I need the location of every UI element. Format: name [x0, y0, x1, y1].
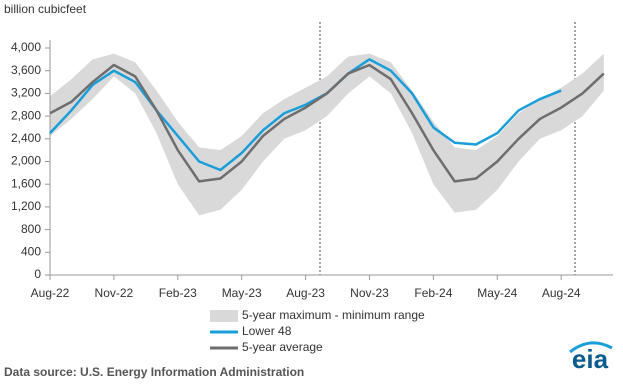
y-tick-label: 1,600	[11, 176, 41, 190]
x-tick-label: May-24	[477, 286, 517, 300]
y-tick-label: 2,400	[11, 131, 41, 145]
y-tick-label: 400	[21, 244, 41, 258]
x-tick-label: Aug-24	[542, 286, 581, 300]
x-tick-label: Feb-24	[414, 286, 452, 300]
y-tick-label: 3,200	[11, 86, 41, 100]
x-tick-label: Feb-23	[159, 286, 197, 300]
y-tick-label: 1,200	[11, 199, 41, 213]
y-axis-label: billion cubicfeet	[4, 2, 87, 16]
legend-label: 5-year average	[242, 340, 323, 354]
logo-swoosh	[569, 341, 613, 354]
x-tick-label: May-23	[222, 286, 262, 300]
x-tick-label: Nov-22	[95, 286, 134, 300]
source: Data source: U.S. Energy Information Adm…	[4, 365, 304, 379]
series-line	[49, 63, 605, 183]
y-tick-label: 2,000	[11, 154, 41, 168]
legend-label: Lower 48	[242, 324, 292, 338]
x-tick-label: Aug-23	[286, 286, 325, 300]
y-tick-label: 4,000	[11, 40, 41, 54]
range-area	[50, 53, 604, 216]
legend-swatch	[210, 310, 238, 322]
y-tick-label: 800	[21, 222, 41, 236]
x-tick-label: Nov-23	[350, 286, 389, 300]
y-tick-label: 2,800	[11, 108, 41, 122]
series-line	[49, 58, 562, 172]
legend-label: 5-year maximum - minimum range	[242, 308, 425, 322]
x-tick-label: Aug-22	[31, 286, 70, 300]
y-tick-label: 0	[34, 267, 41, 281]
logo: eia	[572, 344, 609, 374]
y-tick-label: 3,600	[11, 63, 41, 77]
